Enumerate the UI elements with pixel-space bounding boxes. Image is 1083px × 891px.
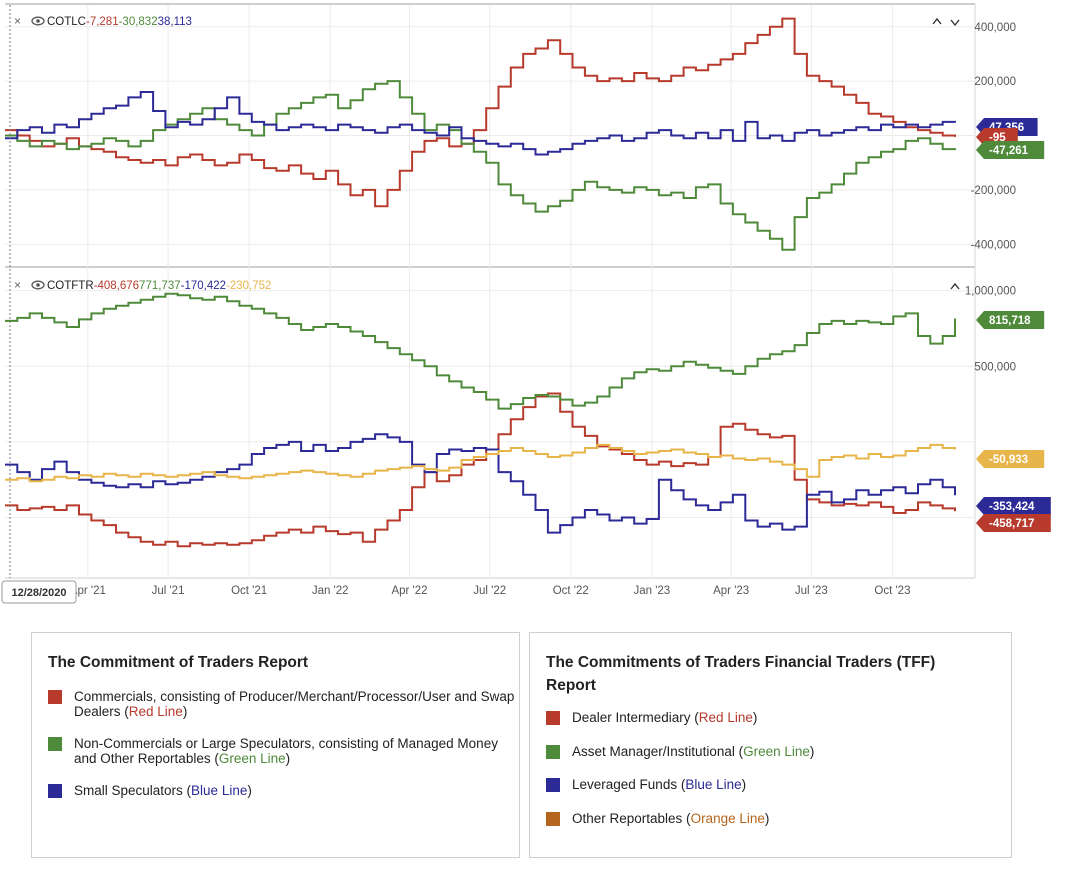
series-line-small-speculators [5, 91, 956, 156]
legend-swatch-orange [546, 812, 560, 826]
last-value-label: -353,424 [989, 501, 1035, 513]
last-value-label-bg [976, 514, 1051, 532]
panel-header-value: 771,737 [139, 280, 181, 292]
legend-line-color-label: Blue Line [191, 783, 248, 798]
legend-text: Leveraged Funds ( [572, 777, 686, 792]
legend-swatch-blue [546, 778, 560, 792]
panel-header-value: -30,832 [119, 16, 158, 28]
legend-item-other-reportables: Other Reportables (Orange Line) [546, 811, 1012, 826]
panel-header-value: -7,281 [86, 16, 119, 28]
eye-icon-pupil [36, 283, 40, 287]
cot-charts-svg[interactable]: Apr '21 Jul '21 Oct '21 Jan '22 Apr '22 Jul '… [0, 0, 1083, 610]
y-axis-tick-label: 200,000 [974, 76, 1016, 88]
legend-item-asset-manager: Asset Manager/Institutional (Green Line) [546, 744, 1012, 759]
panel-header-text: COTFTR-408,676771,737-170,422-230,752 [47, 280, 271, 292]
series-line-leveraged-funds [5, 433, 956, 534]
eye-icon [31, 16, 45, 26]
legend-swatch-red [546, 711, 560, 725]
series-line-other-reportables [5, 443, 956, 483]
x-axis-tick-label: Oct '21 [231, 585, 267, 597]
cot-legend-title: The Commitment of Traders Report [48, 654, 309, 671]
y-axis-tick-label: 500,000 [974, 361, 1016, 373]
chart-area[interactable]: Apr '21 Jul '21 Oct '21 Jan '22 Apr '22 Jul '… [0, 0, 1083, 610]
x-axis-tick-label: Jul '21 [152, 585, 185, 597]
crosshair-date-badge [1, 580, 77, 604]
tff-legend-box: The Commitments of Traders Financial Tra… [529, 632, 1012, 858]
legend-item-leveraged-funds: Leveraged Funds (Blue Line) [546, 777, 1012, 792]
chevron-down-icon [950, 19, 960, 27]
legend-text: Non-Commercials or Large Speculators, co… [74, 736, 498, 766]
panel-title: COTLC [47, 16, 86, 28]
legend-text: Other Reportables ( [572, 811, 691, 826]
chevron-up-icon [950, 282, 960, 290]
last-value-label: 815,718 [989, 315, 1031, 327]
x-axis-tick-label: Oct '23 [874, 585, 910, 597]
last-value-label-bg [976, 311, 1045, 329]
y-axis-tick-label: 400,000 [974, 22, 1016, 34]
legend-item-commercials: Commercials, consisting of Producer/Merc… [48, 689, 524, 719]
legend-line-color-label: Blue Line [685, 777, 742, 792]
legend-item-small-speculators: Small Speculators (Blue Line) [48, 783, 524, 798]
legend-swatch-blue [48, 784, 62, 798]
series-line-asset-manager-institutional [5, 292, 956, 410]
legend-swatch-red [48, 690, 62, 704]
panel-title: COTFTR [47, 280, 94, 292]
legend-text: Commercials, consisting of Producer/Merc… [74, 689, 515, 719]
x-axis-tick-label: Jan '22 [312, 585, 349, 597]
series-line-commercials [5, 17, 956, 208]
legend-swatch-green [546, 745, 560, 759]
chevron-up-icon [932, 17, 942, 25]
series-line-dealer-intermediary [5, 392, 956, 548]
legend-item-non-commercials: Non-Commercials or Large Speculators, co… [48, 736, 524, 766]
legend-text: Small Speculators ( [74, 783, 192, 798]
last-value-label: -50,933 [989, 454, 1028, 466]
legend-line-color-label: Green Line [218, 751, 286, 766]
cot-legend-box: The Commitment of Traders Report Commerc… [31, 632, 520, 858]
panel-header-value: -230,752 [226, 280, 271, 292]
crosshair-date-label: 12/28/2020 [11, 587, 66, 599]
panel-header-value: -408,676 [94, 280, 139, 292]
legend-line-color-label: Green Line [743, 744, 810, 759]
legend-line-color-label: Red Line [698, 710, 753, 725]
x-axis-tick-label: Oct '22 [553, 585, 589, 597]
x-axis-tick-label: Apr '23 [713, 585, 749, 597]
close-icon: × [14, 14, 21, 28]
legend-line-color-label: Red Line [128, 704, 183, 719]
y-axis-tick-label: 1,000,000 [965, 286, 1016, 298]
legend-item-dealer-intermediary: Dealer Intermediary (Red Line) [546, 710, 1012, 725]
panel-header-value: 38,113 [158, 16, 192, 28]
legend-swatch-green [48, 737, 62, 751]
legend-text: Dealer Intermediary ( [572, 710, 699, 725]
legend-text: Asset Manager/Institutional ( [572, 744, 744, 759]
x-axis-tick-label: Apr '21 [70, 585, 106, 597]
last-value-label: -47,261 [989, 145, 1029, 157]
last-value-label-bg [976, 141, 1045, 159]
panel-header-value: -170,422 [181, 280, 226, 292]
tff-legend-title: The Commitments of Traders Financial Tra… [546, 654, 936, 694]
eye-icon [31, 280, 45, 290]
close-icon: × [14, 278, 21, 292]
panel-header-text: COTLC-7,281-30,83238,113 [47, 16, 192, 28]
x-axis-tick-label: Apr '22 [391, 585, 427, 597]
last-value-label-bg [976, 450, 1045, 468]
x-axis-tick-label: Jul '23 [795, 585, 828, 597]
last-value-label: -458,717 [989, 518, 1034, 530]
legend-line-color-label: Orange Line [690, 811, 765, 826]
y-axis-tick-label: -400,000 [971, 239, 1016, 251]
last-value-label-bg [976, 497, 1051, 515]
x-axis-tick-label: Jul '22 [473, 585, 506, 597]
y-axis-tick-label: -200,000 [971, 185, 1016, 197]
x-axis-tick-label: Jan '23 [633, 585, 670, 597]
eye-icon-pupil [36, 19, 40, 23]
chart-background [0, 0, 1083, 610]
